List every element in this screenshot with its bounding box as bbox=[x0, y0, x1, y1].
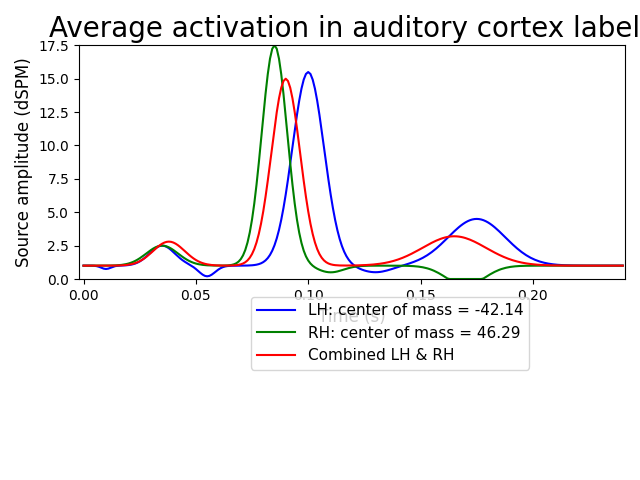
Combined LH & RH bbox=[282, 76, 289, 82]
RH: center of mass = 46.29: (0.24, 1): center of mass = 46.29: (0.24, 1) bbox=[619, 263, 627, 268]
Combined LH & RH bbox=[140, 256, 148, 262]
RH: center of mass = 46.29: (0.163, 0): center of mass = 46.29: (0.163, 0) bbox=[446, 276, 454, 282]
Line: LH: center of mass = -42.14: LH: center of mass = -42.14 bbox=[84, 72, 623, 276]
LH: center of mass = -42.14: (0.24, 1): center of mass = -42.14: (0.24, 1) bbox=[619, 263, 627, 268]
Line: RH: center of mass = 46.29: RH: center of mass = 46.29 bbox=[84, 45, 623, 279]
LH: center of mass = -42.14: (0.1, 15.5): center of mass = -42.14: (0.1, 15.5) bbox=[305, 69, 312, 75]
LH: center of mass = -42.14: (0.139, 0.842): center of mass = -42.14: (0.139, 0.842) bbox=[392, 265, 399, 271]
LH: center of mass = -42.14: (0, 1): center of mass = -42.14: (0, 1) bbox=[80, 263, 88, 268]
Combined LH & RH bbox=[516, 259, 524, 265]
Combined LH & RH bbox=[286, 85, 294, 91]
Combined LH & RH bbox=[619, 263, 627, 268]
LH: center of mass = -42.14: (0.055, 0.203): center of mass = -42.14: (0.055, 0.203) bbox=[204, 274, 211, 279]
X-axis label: Time (s): Time (s) bbox=[318, 308, 386, 326]
Y-axis label: Source amplitude (dSPM): Source amplitude (dSPM) bbox=[15, 57, 33, 267]
LH: center of mass = -42.14: (0.092, 8.65): center of mass = -42.14: (0.092, 8.65) bbox=[286, 161, 294, 167]
RH: center of mass = 46.29: (0.027, 1.79): center of mass = 46.29: (0.027, 1.79) bbox=[140, 252, 148, 258]
Line: Combined LH & RH: Combined LH & RH bbox=[84, 79, 623, 265]
LH: center of mass = -42.14: (0.027, 1.55): center of mass = -42.14: (0.027, 1.55) bbox=[140, 255, 148, 261]
RH: center of mass = 46.29: (0.239, 1): center of mass = 46.29: (0.239, 1) bbox=[617, 263, 625, 268]
RH: center of mass = 46.29: (0.179, 0.145): center of mass = 46.29: (0.179, 0.145) bbox=[482, 274, 490, 280]
RH: center of mass = 46.29: (0.092, 8.67): center of mass = 46.29: (0.092, 8.67) bbox=[286, 160, 294, 166]
LH: center of mass = -42.14: (0.179, 4.33): center of mass = -42.14: (0.179, 4.33) bbox=[482, 218, 490, 224]
LH: center of mass = -42.14: (0.239, 1): center of mass = -42.14: (0.239, 1) bbox=[617, 263, 625, 268]
RH: center of mass = 46.29: (0.138, 0.999): center of mass = 46.29: (0.138, 0.999) bbox=[390, 263, 397, 268]
Combined LH & RH bbox=[390, 258, 397, 264]
RH: center of mass = 46.29: (0, 1): center of mass = 46.29: (0, 1) bbox=[80, 263, 88, 268]
Combined LH & RH bbox=[479, 243, 487, 249]
RH: center of mass = 46.29: (0.195, 0.98): center of mass = 46.29: (0.195, 0.98) bbox=[518, 263, 525, 269]
Legend: LH: center of mass = -42.14, RH: center of mass = 46.29, Combined LH & RH: LH: center of mass = -42.14, RH: center … bbox=[251, 297, 529, 370]
Title: Average activation in auditory cortex labels: Average activation in auditory cortex la… bbox=[49, 15, 640, 43]
Combined LH & RH bbox=[614, 263, 622, 268]
LH: center of mass = -42.14: (0.195, 2.02): center of mass = -42.14: (0.195, 2.02) bbox=[518, 249, 525, 255]
Combined LH & RH bbox=[80, 263, 88, 268]
RH: center of mass = 46.29: (0.085, 17.5): center of mass = 46.29: (0.085, 17.5) bbox=[271, 42, 278, 48]
